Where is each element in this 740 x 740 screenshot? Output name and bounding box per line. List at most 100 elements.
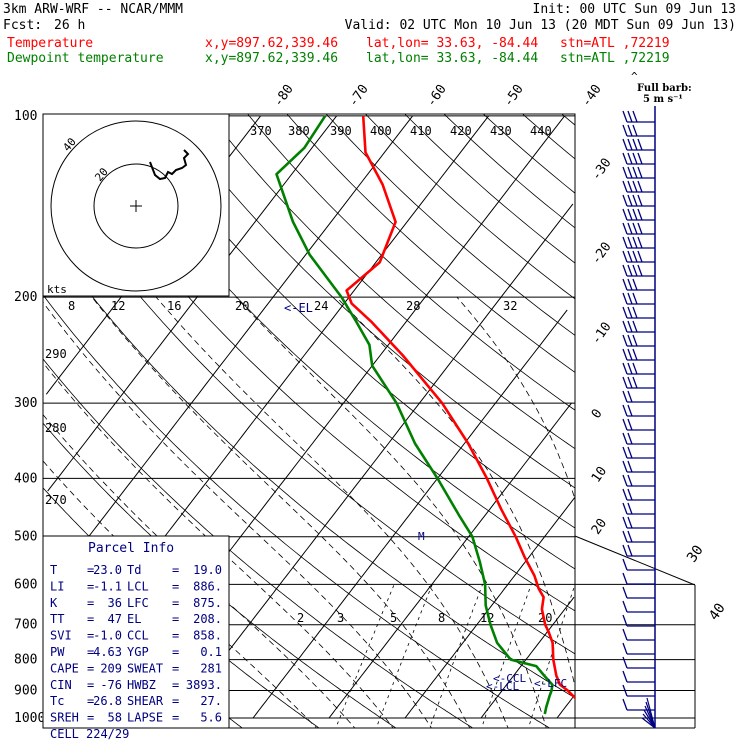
barb-flag-178-2 — [632, 166, 638, 179]
barb-flag-290-2 — [632, 278, 638, 291]
pressure-label-300: 300 — [14, 396, 37, 411]
barb-flag-248-0 — [622, 236, 628, 249]
barb-flag-164-3 — [637, 152, 643, 165]
parcel-key2-8: SHEAR — [127, 694, 164, 708]
barb-flag-612-0 — [622, 600, 628, 613]
temp-label-top-m40: -40 — [579, 82, 605, 110]
barb-flag-220-1 — [627, 208, 633, 221]
barb-flag-486-0 — [622, 474, 628, 487]
temp-label-top-m70: -70 — [346, 82, 372, 110]
barb-flag-234-0 — [622, 222, 628, 235]
barb-flag-262-1 — [627, 250, 633, 263]
sounding-profiles — [275, 115, 575, 715]
parcel-val2-9: 5.6 — [200, 711, 222, 725]
barb-flag-206-1 — [627, 194, 633, 207]
parcel-eq-5: = — [87, 645, 94, 659]
theta-e-label-32: 32 — [503, 299, 517, 313]
parcel-val2-1: 886. — [193, 579, 222, 593]
moist-adiabat-5 — [43, 301, 432, 728]
barb-flag-248-2 — [632, 236, 638, 249]
barb-flag-276-2 — [632, 264, 638, 277]
barb-flag-262-2 — [632, 250, 638, 263]
parcel-key-2: K — [50, 596, 58, 610]
legend-temperature-latlon: lat,lon= 33.63, -84.44 — [366, 36, 539, 51]
barb-flag-178-1 — [627, 166, 633, 179]
parcel-val2-3: 208. — [193, 612, 222, 626]
mixing-ratio-label-8: 8 — [438, 611, 445, 625]
barb-flag-234-2 — [632, 222, 638, 235]
barb-flag-136-2 — [632, 124, 638, 137]
theta-label-370: 370 — [250, 124, 272, 138]
barb-654 — [622, 642, 655, 655]
parcel-eq-7: = — [87, 678, 94, 692]
dry-adiabat-350 — [168, 114, 575, 489]
dry-adiabat-360 — [207, 114, 575, 450]
marker-m: M — [418, 530, 425, 543]
parcel-key2-7: HWBZ — [127, 678, 156, 692]
barb-696 — [622, 684, 655, 697]
barb-flag-360-2 — [632, 348, 638, 361]
barb-444 — [622, 432, 655, 445]
mixing-ratio-label-20: 20 — [538, 611, 552, 625]
theta-e-label-24: 24 — [314, 299, 328, 313]
barb-flag-150-2 — [632, 138, 638, 151]
parcel-key2-1: LCL — [127, 579, 149, 593]
barb-flag-374-1 — [627, 362, 633, 375]
barb-290 — [622, 278, 655, 291]
barb-flag-150-3 — [637, 138, 643, 151]
barb-360 — [622, 348, 655, 361]
barb-flag-346-2 — [632, 334, 638, 347]
barb-flag-472-1 — [627, 460, 633, 473]
fcst-value: 26 h — [54, 18, 86, 33]
parcel-val2-6: 281 — [200, 661, 222, 675]
barb-flag-192-2 — [632, 180, 638, 193]
barb-legend-units: 5 m s⁻¹ — [643, 94, 683, 105]
barb-flag-640-0 — [622, 628, 628, 641]
barb-flag-220-2 — [632, 208, 638, 221]
hodograph-trace — [149, 149, 190, 181]
parcel-val2-5: 0.1 — [200, 645, 222, 659]
marker-lcl: <-LCL — [486, 680, 519, 693]
parcel-eq2-1: = — [172, 579, 179, 593]
level-markers: <-EL <-CCL <-LFC <-LCL M — [284, 301, 567, 693]
parcel-val-5: 4.63 — [93, 645, 122, 659]
barb-flag-332-2 — [632, 320, 638, 333]
parcel-val-6: 209 — [100, 661, 122, 675]
parcel-val-1: -1.1 — [93, 579, 122, 593]
barb-flag-514-1 — [627, 502, 633, 515]
parcel-key2-6: SWEAT — [127, 661, 163, 675]
temp-label-top-m60: -60 — [424, 82, 450, 110]
theta-label-380: 380 — [288, 124, 310, 138]
plot-frame — [42, 113, 576, 729]
temp-label-side-m30: -30 — [589, 156, 615, 184]
theta-e-label-20: 20 — [235, 299, 249, 313]
dry-adiabat-280 — [43, 358, 474, 728]
mixing-ratio-lines — [335, 584, 575, 728]
barb-legend-title: Full barb: — [637, 83, 692, 94]
barb-flag-304-1 — [627, 292, 633, 305]
legend-temperature-name: Temperature — [7, 36, 94, 51]
temp-label-side-20: 20 — [589, 516, 610, 537]
theta-label-390: 390 — [330, 124, 352, 138]
dry-adiabat-410 — [404, 114, 575, 264]
barb-430 — [622, 418, 655, 431]
parcel-eq-1: = — [87, 579, 94, 593]
barb-flag-444-1 — [627, 432, 633, 445]
barb-flag-206-2 — [632, 194, 638, 207]
mixing-ratio-12 — [527, 584, 575, 728]
legend-dewpoint-latlon: lat,lon= 33.63, -84.44 — [366, 51, 539, 66]
barb-flag-192-1 — [627, 180, 633, 193]
parcel-key2-0: Td — [127, 563, 141, 577]
barb-318 — [622, 306, 655, 319]
parcel-key-6: CAPE — [50, 661, 79, 675]
barb-flag-276-3 — [637, 264, 643, 277]
barb-flag-542-0 — [622, 530, 628, 543]
theta-label-430: 430 — [490, 124, 512, 138]
parcel-val2-2: 875. — [193, 596, 222, 610]
pressure-label-200: 200 — [14, 290, 37, 305]
temp-label-side-30: 30 — [684, 543, 707, 566]
barb-flag-598-0 — [622, 586, 628, 599]
parcel-key2-2: LFC — [127, 596, 149, 610]
parcel-key-8: Tc — [50, 694, 64, 708]
